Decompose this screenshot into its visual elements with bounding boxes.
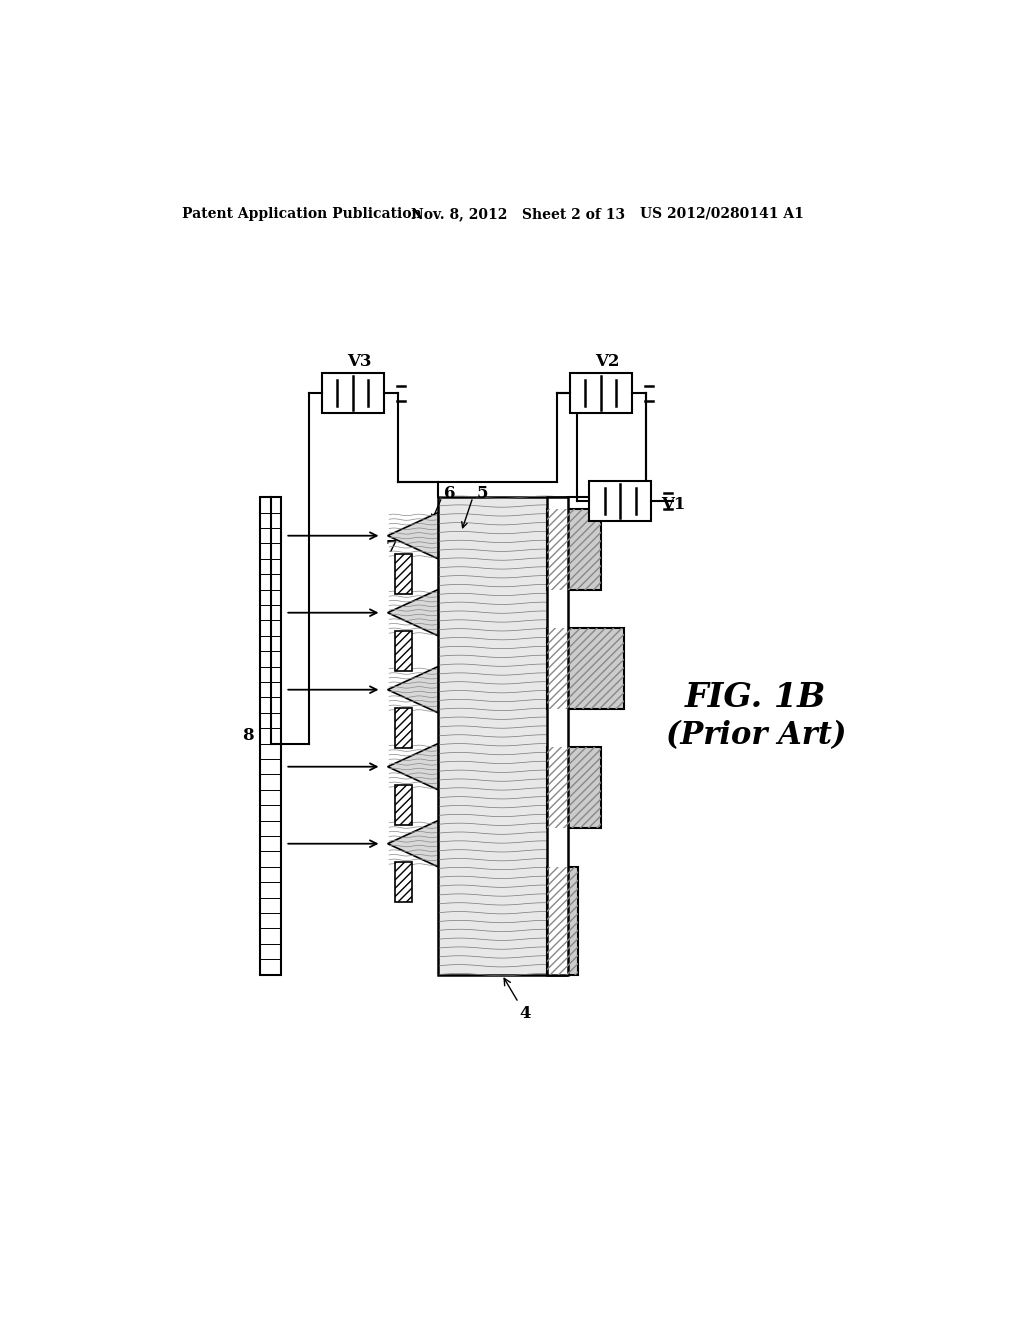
Text: 6: 6 (444, 484, 456, 502)
Bar (569, 374, 632, 413)
Text: 7: 7 (386, 539, 397, 556)
Bar (547, 628, 624, 709)
Bar (547, 747, 601, 829)
Bar (547, 628, 624, 709)
Bar (395, 631, 413, 671)
Bar (395, 862, 413, 903)
Text: V3: V3 (347, 354, 372, 370)
Text: V2: V2 (595, 354, 620, 370)
Bar (395, 862, 413, 903)
Bar (547, 508, 601, 590)
Bar (395, 708, 413, 748)
Polygon shape (388, 667, 438, 713)
Bar (547, 867, 578, 974)
Bar (547, 498, 568, 974)
Bar (395, 785, 413, 825)
Text: Nov. 8, 2012   Sheet 2 of 13: Nov. 8, 2012 Sheet 2 of 13 (411, 207, 625, 220)
Text: Patent Application Publication: Patent Application Publication (182, 207, 422, 220)
Bar (395, 785, 413, 825)
Bar (547, 867, 578, 974)
Polygon shape (388, 743, 438, 789)
Polygon shape (388, 512, 438, 558)
Bar (589, 480, 651, 521)
Polygon shape (388, 590, 438, 636)
Text: 8: 8 (242, 727, 254, 744)
Text: V1: V1 (660, 496, 685, 513)
Bar (395, 554, 413, 594)
Bar (547, 747, 601, 829)
Bar (395, 708, 413, 748)
Bar (395, 554, 413, 594)
Text: FIG. 1B: FIG. 1B (685, 681, 826, 714)
Bar (395, 631, 413, 671)
Bar (260, 498, 282, 974)
Text: US 2012/0280141 A1: US 2012/0280141 A1 (640, 207, 804, 220)
Text: 4: 4 (504, 978, 530, 1023)
Text: (Prior Art): (Prior Art) (666, 721, 846, 751)
Bar (438, 498, 566, 974)
Bar (547, 508, 601, 590)
Bar (322, 374, 384, 413)
Text: 5: 5 (477, 484, 488, 502)
Polygon shape (388, 821, 438, 867)
